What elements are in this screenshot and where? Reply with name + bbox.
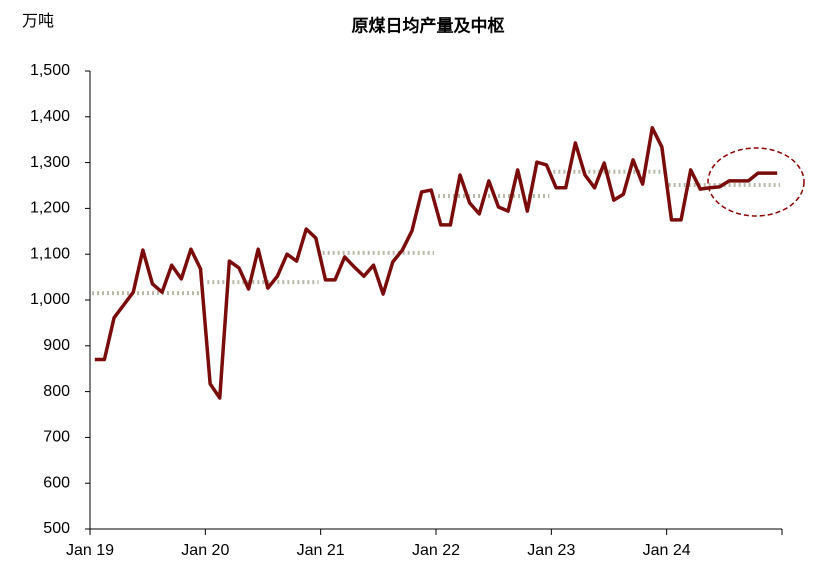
data-line bbox=[94, 126, 778, 400]
highlight-ellipse bbox=[707, 147, 805, 217]
x-tick-label: Jan 22 bbox=[412, 542, 460, 559]
y-unit: 万吨 bbox=[22, 12, 54, 30]
y-tick-label: 700 bbox=[43, 429, 70, 446]
y-tick-label: 1,000 bbox=[30, 291, 70, 308]
y-tick-label: 1,500 bbox=[30, 62, 70, 79]
x-tick-label: Jan 23 bbox=[527, 542, 575, 559]
x-tick-label: Jan 21 bbox=[297, 542, 345, 559]
chart-title: 原煤日均产量及中枢 bbox=[352, 15, 505, 35]
y-tick-label: 900 bbox=[43, 337, 70, 354]
y-tick-label: 800 bbox=[43, 383, 70, 400]
y-tick-label: 500 bbox=[43, 520, 70, 537]
x-tick-label: Jan 19 bbox=[66, 542, 114, 559]
x-tick-label: Jan 20 bbox=[181, 542, 229, 559]
y-tick-label: 1,200 bbox=[30, 200, 70, 217]
x-tick-label: Jan 24 bbox=[643, 542, 691, 559]
y-tick-label: 1,400 bbox=[30, 108, 70, 125]
y-tick-label: 1,300 bbox=[30, 154, 70, 171]
y-tick-label: 600 bbox=[43, 474, 70, 491]
y-tick-label: 1,100 bbox=[30, 245, 70, 262]
